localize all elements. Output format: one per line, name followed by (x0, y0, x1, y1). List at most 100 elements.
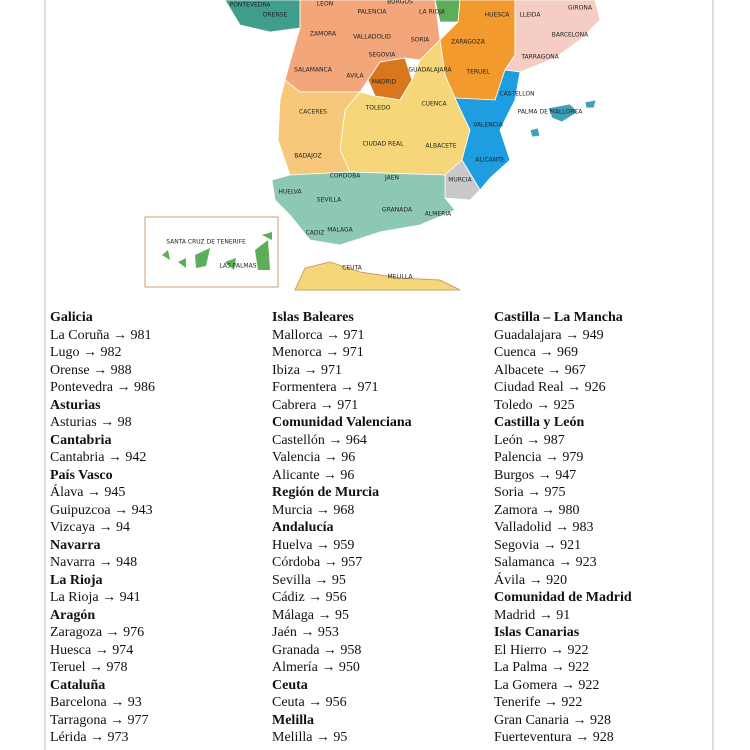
area-code: Zamora → 980 (494, 502, 580, 518)
region-heading: Asturias (50, 397, 101, 413)
area-code: Guadalajara → 949 (494, 327, 604, 343)
map-label: CEUTA (342, 265, 363, 272)
region-heading: Castilla y León (494, 415, 585, 430)
map-label: BURGOS (387, 0, 413, 6)
island (162, 250, 170, 260)
map-label: JAEN (384, 175, 399, 182)
area-code: Asturias → 98 (50, 415, 132, 430)
map-label: SALAMANCA (294, 67, 333, 74)
area-code: Cádiz → 956 (272, 590, 347, 605)
area-code: Toledo → 925 (494, 397, 575, 413)
area-code: Navarra → 948 (50, 555, 138, 570)
area-code: Ciudad Real → 926 (494, 380, 606, 395)
map-label: ZAMORA (310, 31, 337, 38)
area-code: Vizcaya → 94 (50, 520, 131, 535)
map-label: PONTEVEDRA (230, 2, 272, 9)
regions (224, 0, 601, 246)
area-code: Guipuzcoa → 943 (50, 502, 153, 518)
map-label: CASTELLON (499, 91, 534, 98)
area-code: Málaga → 95 (272, 607, 349, 623)
area-code: La Rioja → 941 (50, 590, 141, 605)
area-code: Cabrera → 971 (272, 397, 359, 413)
area-code: Albacete → 967 (494, 362, 586, 378)
region-heading: Islas Canarias (494, 625, 580, 640)
valencia (454, 69, 521, 191)
area-code: La Gomera → 922 (494, 677, 600, 693)
map-label: BADAJOZ (294, 153, 321, 160)
area-code: Ibiza → 971 (272, 362, 342, 378)
area-code: Palencia → 979 (494, 450, 584, 465)
map-label: GIRONA (568, 5, 593, 12)
map-label: LLEIDA (520, 12, 542, 19)
map-label: ORENSE (263, 12, 288, 19)
area-code: Burgos → 947 (494, 467, 577, 483)
map-label: PALENCIA (357, 9, 387, 16)
area-code: Lérida → 973 (50, 730, 129, 745)
island (255, 240, 270, 270)
map-label: TOLEDO (365, 105, 391, 112)
map-label: TARRAGONA (520, 54, 559, 61)
map-label: CORDOBA (330, 173, 362, 180)
region-heading: Aragón (50, 607, 96, 623)
map-label: TERUEL (465, 69, 490, 76)
canarias (162, 232, 272, 270)
area-code: Castellón → 964 (272, 432, 367, 448)
island (195, 248, 210, 268)
area-code: El Hierro → 922 (494, 642, 589, 658)
area-code: Menorca → 971 (272, 345, 364, 360)
region-heading: Ceuta (272, 677, 308, 693)
area-code: Álava → 945 (50, 485, 126, 500)
area-code: Pontevedra → 986 (50, 380, 155, 395)
region-heading: Navarra (50, 537, 101, 553)
area-code: Melilla → 95 (272, 730, 348, 745)
area-code: Fuerteventura → 928 (494, 730, 614, 745)
area-code: Jaén → 953 (272, 625, 339, 640)
region-heading: Cataluña (50, 677, 106, 693)
map-label: MURCIA (448, 177, 472, 184)
area-code: Murcia → 968 (272, 502, 355, 518)
area-code: Valladolid → 983 (494, 520, 594, 535)
area-code: Valencia → 96 (272, 450, 356, 465)
cataluna (504, 0, 601, 73)
area-code: Sevilla → 95 (272, 572, 346, 588)
map-label: CADIZ (306, 230, 325, 237)
area-code: Salamanca → 923 (494, 555, 597, 570)
map-label: PALMA DE MALLORCA (518, 109, 584, 116)
region-heading: Comunidad Valenciana (272, 415, 412, 430)
map-label: ALMERIA (425, 211, 452, 218)
area-code: Ceuta → 956 (272, 695, 347, 710)
area-code: Tenerife → 922 (494, 695, 583, 710)
region-heading: Melilla (272, 712, 314, 728)
map-label: HUESCA (485, 12, 511, 19)
island (225, 258, 236, 270)
map-label: LEON (317, 1, 333, 8)
map-label: BARCELONA (552, 32, 589, 39)
area-code: Lugo → 982 (50, 345, 122, 360)
region-heading: La Rioja (50, 572, 103, 588)
region-heading: Galicia (50, 310, 93, 325)
galicia (224, 0, 301, 33)
region-heading: Islas Baleares (272, 310, 354, 325)
area-code: Ávila → 920 (494, 572, 568, 588)
area-code: Huesca → 974 (50, 642, 134, 658)
map-label: VALENCIA (473, 122, 503, 129)
ibiza (529, 127, 541, 138)
map-label: GUADALAJARA (408, 67, 452, 74)
map-label: MADRID (372, 79, 397, 86)
map-label: VALLADOLID (353, 34, 391, 41)
map-label: SANTA CRUZ DE TENERIFE (166, 239, 246, 246)
map-label: CIUDAD REAL (363, 141, 405, 148)
area-code: Córdoba → 957 (272, 555, 363, 570)
area-code: Segovia → 921 (494, 537, 582, 553)
region-heading: Andalucía (272, 520, 334, 535)
area-code: León → 987 (494, 432, 565, 448)
map-label: LAS PALMAS (219, 263, 256, 270)
area-code: Alicante → 96 (272, 467, 355, 483)
area-code: Almería → 950 (272, 660, 360, 675)
map-label: ALICANTE (475, 157, 505, 164)
area-code: Barcelona → 93 (50, 695, 142, 710)
area-code: Granada → 958 (272, 642, 362, 658)
region-heading: País Vasco (50, 467, 113, 483)
